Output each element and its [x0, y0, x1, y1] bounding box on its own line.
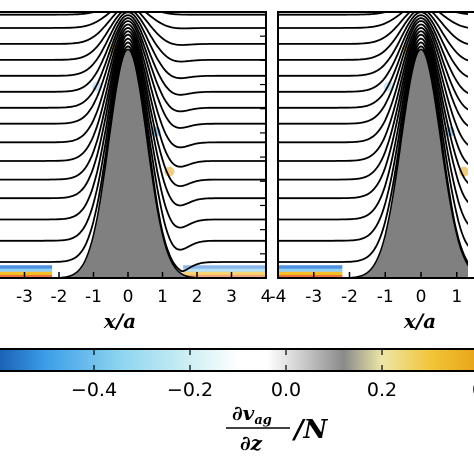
boundary-layer-strip	[278, 271, 343, 276]
boundary-layer-strip	[0, 265, 53, 269]
boundary-layer-strip	[0, 268, 53, 272]
x-tick-label: -2	[51, 287, 68, 307]
boundary-layer-strip	[278, 268, 343, 272]
right-panel-frame	[277, 11, 474, 279]
colorbar-title: ∂vag ∂z /N	[226, 401, 328, 455]
boundary-layer-strip	[183, 268, 266, 272]
x-tick-label: 0	[123, 287, 134, 307]
colorbar-tick-label: −0.4	[71, 379, 117, 401]
streamline	[0, 12, 266, 46]
streamline	[0, 12, 266, 63]
streamline	[0, 26, 266, 168]
streamline	[0, 12, 266, 16]
x-tick-label: 1	[157, 287, 168, 307]
streamline	[0, 45, 266, 273]
left-x-axis-label: x/a	[103, 309, 136, 333]
x-tick-label: 4	[261, 287, 272, 307]
shading-blob	[458, 166, 468, 177]
streamline	[278, 37, 468, 226]
boundary-layer-strip	[183, 265, 266, 269]
x-tick-label: 3	[226, 287, 237, 307]
boundary-layer-strip	[0, 274, 53, 278]
x-tick-label: -3	[16, 287, 33, 307]
boundary-layer-strip	[0, 271, 53, 276]
terrain	[0, 48, 266, 278]
streamline	[0, 30, 266, 188]
streamline	[0, 37, 266, 229]
streamline	[278, 12, 468, 16]
x-tick-label: -1	[377, 287, 394, 307]
streamline	[278, 41, 468, 247]
streamline	[0, 12, 266, 30]
streamline	[0, 17, 266, 113]
colorbar-title-numerator: ∂v	[232, 401, 255, 425]
streamline	[278, 12, 468, 29]
boundary-layer-strip	[183, 271, 266, 276]
x-tick-label: -2	[341, 287, 358, 307]
streamline	[278, 17, 468, 111]
streamline	[278, 45, 468, 265]
colorbar-title-subscript: ag	[254, 413, 272, 428]
streamline	[278, 23, 468, 146]
x-tick-label: -3	[305, 287, 322, 307]
left-panel-frame	[0, 11, 267, 279]
colorbar: −0.4 −0.2 0.0 0.2 0 ∂vag ∂z /N	[0, 348, 474, 455]
streamline	[278, 33, 468, 204]
colorbar-tick-label: −0.2	[167, 379, 213, 401]
boundary-layer-strip	[278, 265, 343, 269]
streamline	[0, 41, 266, 251]
colorbar-title-suffix: /N	[291, 415, 328, 445]
streamline	[0, 23, 266, 149]
colorbar-title-denominator: ∂z	[240, 431, 263, 455]
streamline	[278, 12, 468, 62]
svg-text:∂vag: ∂vag	[232, 401, 272, 428]
boundary-layer-strip	[278, 274, 343, 278]
streamline	[0, 14, 266, 96]
colorbar-tick-label: 0.2	[367, 379, 397, 401]
left-panel: -3 -2 -1 0 1 2 3 4 x/a	[0, 11, 272, 333]
x-tick-label: 0	[416, 287, 427, 307]
streamline	[278, 30, 468, 185]
colorbar-gradient	[0, 348, 474, 372]
x-tick-label: -4	[270, 287, 287, 307]
streamline	[0, 33, 266, 207]
streamline	[278, 26, 468, 165]
streamline	[0, 20, 266, 129]
boundary-layer-strip	[183, 274, 266, 278]
x-tick-label: -1	[85, 287, 102, 307]
streamline	[278, 12, 468, 45]
x-tick-label: 2	[192, 287, 203, 307]
terrain	[278, 48, 468, 278]
right-x-axis-label: x/a	[403, 309, 436, 333]
colorbar-tick-label: 0.0	[271, 379, 301, 401]
streamline	[278, 20, 468, 127]
x-tick-label: 1	[451, 287, 462, 307]
colorbar-tick-label: 0	[472, 379, 474, 401]
streamline	[278, 14, 468, 95]
